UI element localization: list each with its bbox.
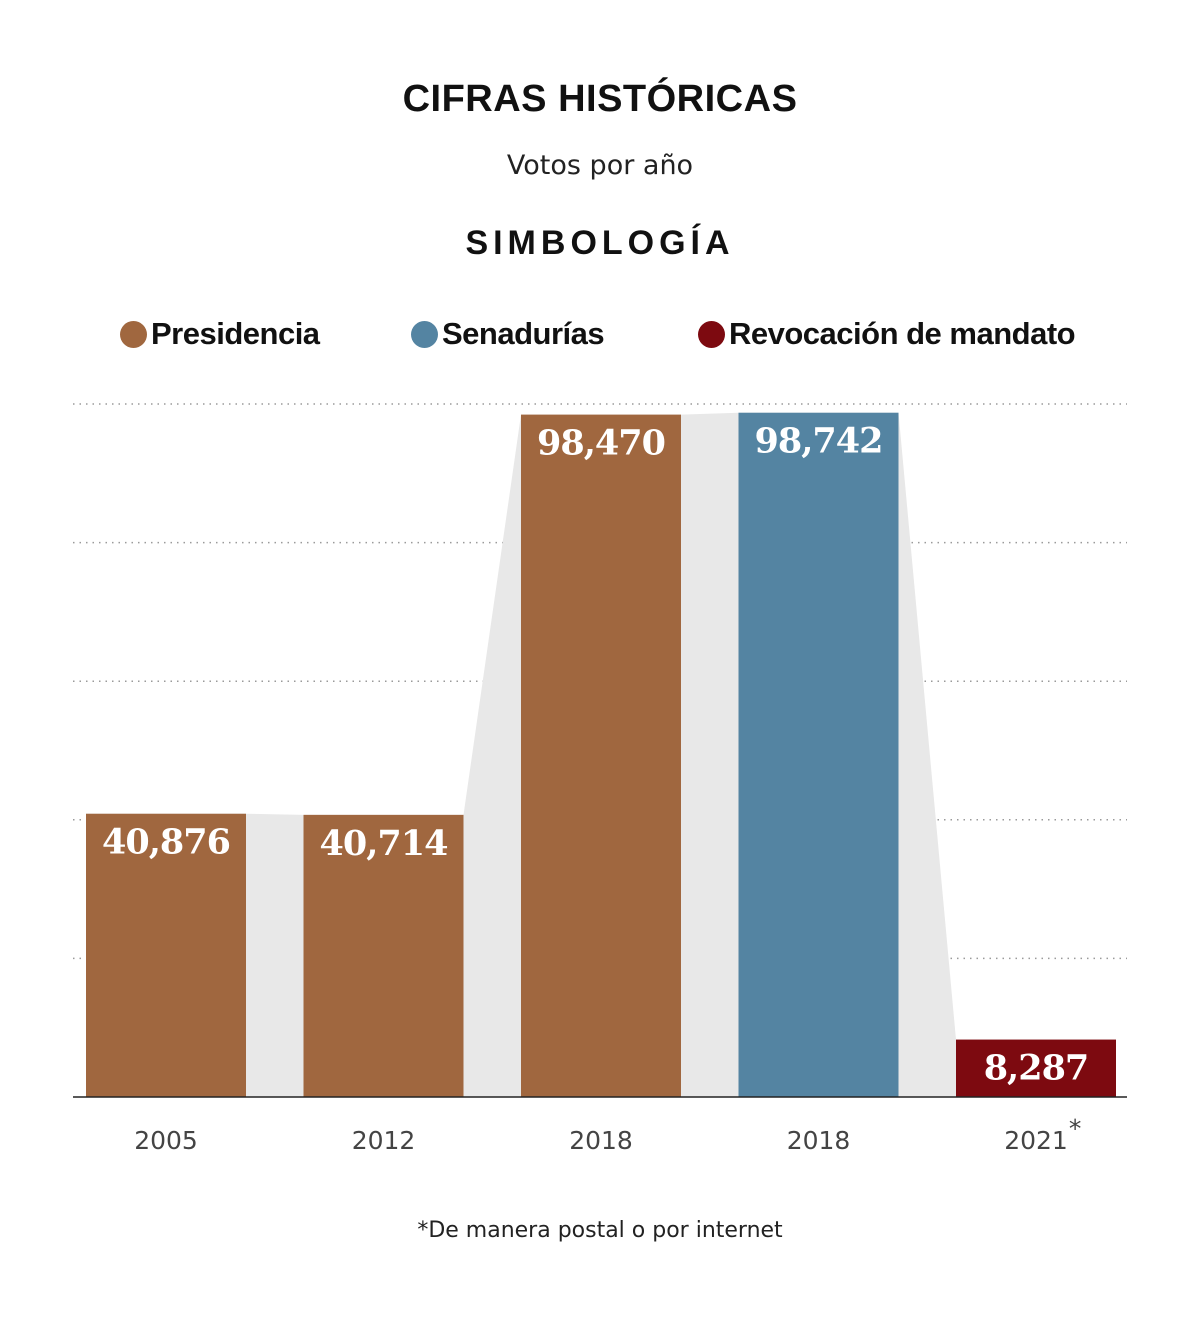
chart-title: CIFRAS HISTÓRICAS (402, 78, 798, 120)
x-tick-label: 2018 (569, 1126, 633, 1155)
footnote: *De manera postal o por internet (417, 1218, 783, 1243)
x-tick-label: 2005 (134, 1126, 198, 1155)
x-tick-label: 2018 (787, 1126, 851, 1155)
x-tick-footnote-mark: * (1069, 1114, 1082, 1143)
bar-value-label: 98,742 (755, 421, 883, 462)
bar-value-label: 40,876 (102, 822, 230, 863)
bar-value-label: 8,287 (984, 1048, 1089, 1089)
bar-2021-4 (956, 1039, 1116, 1097)
bar-value-label: 98,470 (537, 423, 665, 464)
legend-item-senadurias: Senadurías (411, 316, 605, 352)
chart-subtitle: Votos por año (506, 150, 694, 181)
legend-dot-revocacion (698, 320, 725, 348)
bar-2018-3 (738, 412, 899, 1098)
legend-item-presidencia: Presidencia (120, 316, 320, 352)
legend-item-revocacion: Revocación de mandato (698, 316, 1076, 352)
legend-label-senadurias: Senadurías (442, 316, 605, 351)
legend-label-presidencia: Presidencia (151, 316, 320, 351)
x-tick-label: 2012 (352, 1126, 416, 1155)
x-tick-label: 2021 (1004, 1126, 1068, 1155)
bar-2005-0 (86, 813, 246, 1097)
bar-2012-1 (303, 814, 464, 1097)
legend-dot-senadurias (411, 320, 438, 348)
legend-label-revocacion: Revocación de mandato (729, 316, 1076, 351)
bar-value-label: 40,714 (320, 823, 448, 864)
bar-2018-2 (521, 414, 681, 1097)
legend-dot-presidencia (120, 320, 147, 348)
legend-title: SIMBOLOGÍA (465, 224, 735, 262)
